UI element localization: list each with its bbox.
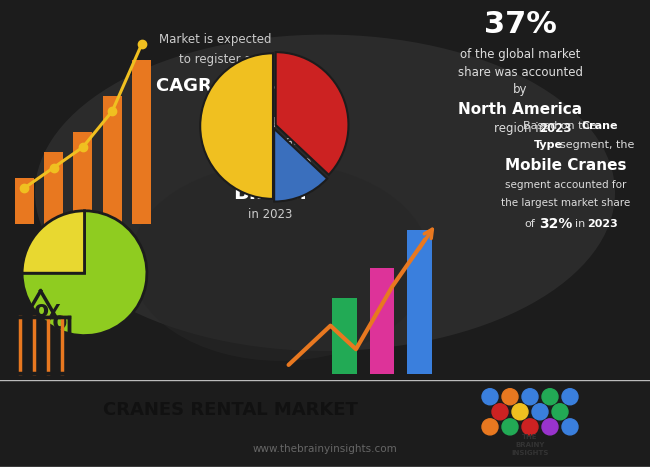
Text: 37%: 37%	[484, 10, 556, 39]
Text: of: of	[525, 219, 536, 229]
Circle shape	[522, 419, 538, 435]
Text: share was accounted: share was accounted	[458, 66, 582, 78]
Text: 32%: 32%	[540, 218, 573, 232]
Text: 2023: 2023	[586, 219, 618, 229]
Text: Based on the: Based on the	[523, 120, 597, 131]
Bar	[73, 132, 92, 224]
Bar	[332, 297, 356, 374]
Circle shape	[502, 389, 518, 405]
Text: THE
BRAINY
INSIGHTS: THE BRAINY INSIGHTS	[512, 434, 549, 456]
Text: Billion: Billion	[233, 183, 307, 203]
Circle shape	[502, 419, 518, 435]
Text: the largest market share: the largest market share	[501, 198, 630, 208]
Text: CAGR of 5%: CAGR of 5%	[155, 77, 274, 95]
Circle shape	[482, 389, 498, 405]
Text: Crane: Crane	[582, 120, 618, 131]
Text: %: %	[34, 304, 67, 337]
Circle shape	[522, 389, 538, 405]
Wedge shape	[274, 129, 327, 202]
Text: in: in	[575, 219, 585, 229]
Text: by: by	[513, 84, 527, 97]
Circle shape	[532, 404, 548, 420]
Wedge shape	[22, 211, 84, 273]
Circle shape	[542, 389, 558, 405]
Wedge shape	[276, 52, 348, 175]
Bar	[132, 60, 151, 224]
Text: segment, the: segment, the	[560, 140, 634, 150]
Wedge shape	[200, 53, 273, 199]
Text: region in: region in	[494, 122, 546, 135]
Text: to register a: to register a	[179, 53, 252, 66]
Circle shape	[552, 404, 568, 420]
Text: CRANES RENTAL MARKET: CRANES RENTAL MARKET	[103, 401, 358, 419]
Text: in 2023: in 2023	[248, 208, 292, 221]
Text: Type: Type	[534, 140, 562, 150]
Text: North America: North America	[458, 102, 582, 117]
Text: USD 50: USD 50	[227, 158, 313, 178]
Bar	[408, 230, 432, 374]
Text: of the global market: of the global market	[460, 48, 580, 61]
Bar	[370, 268, 394, 374]
Circle shape	[562, 419, 578, 435]
Text: www.thebrainyinsights.com: www.thebrainyinsights.com	[253, 444, 397, 454]
Bar	[103, 96, 122, 224]
Wedge shape	[22, 211, 147, 336]
Bar	[14, 178, 34, 224]
Circle shape	[542, 419, 558, 435]
Text: The market was: The market was	[222, 117, 317, 130]
Text: valued at: valued at	[242, 135, 298, 148]
Circle shape	[492, 404, 508, 420]
Ellipse shape	[35, 35, 615, 351]
Ellipse shape	[130, 163, 430, 361]
Text: 2023: 2023	[539, 122, 571, 135]
Text: Market is expected: Market is expected	[159, 33, 271, 46]
Bar	[44, 152, 63, 224]
Circle shape	[562, 389, 578, 405]
Circle shape	[482, 419, 498, 435]
Text: Mobile Cranes: Mobile Cranes	[505, 157, 627, 173]
Circle shape	[512, 404, 528, 420]
Text: segment accounted for: segment accounted for	[505, 180, 627, 190]
